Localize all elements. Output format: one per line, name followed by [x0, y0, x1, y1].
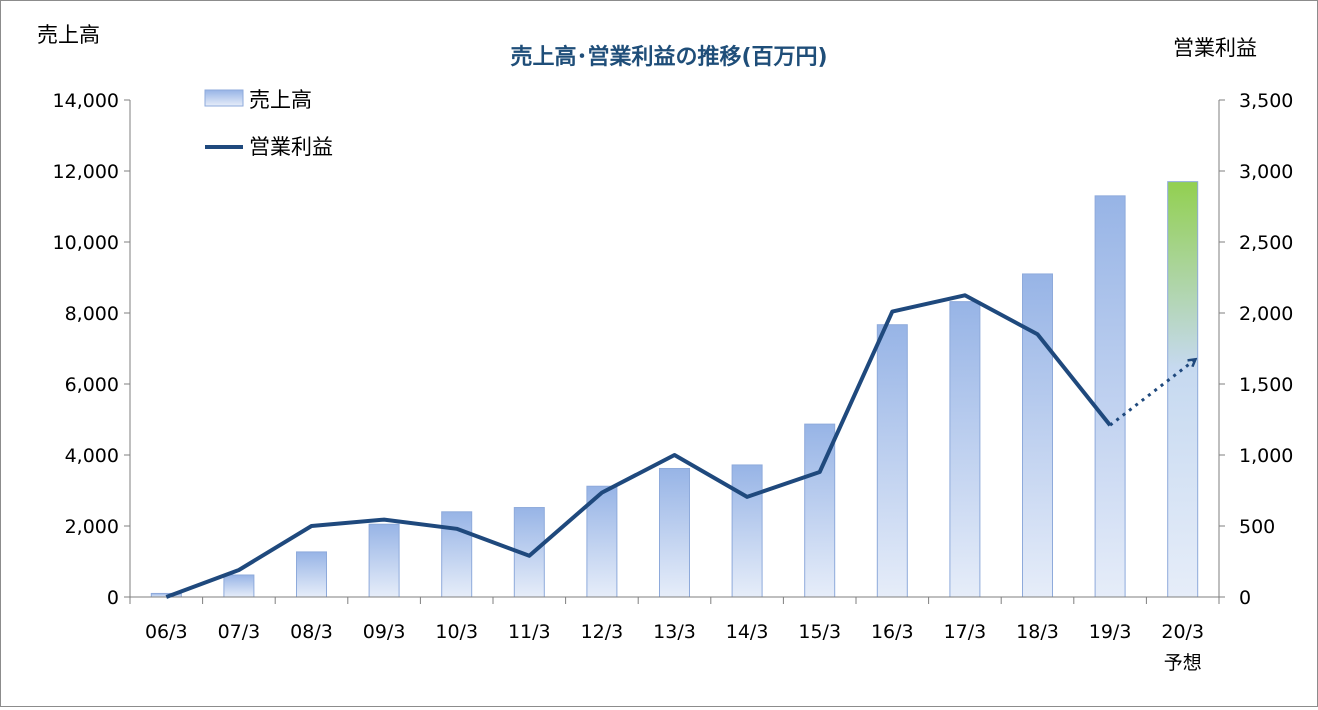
y-right-tick-label: 3,500: [1239, 90, 1293, 112]
bars-group: [150, 181, 1199, 598]
x-tick-label-16/3: 16/3: [871, 621, 914, 643]
sales-bar-19/3: [1094, 195, 1126, 598]
sales-bar-07/3: [223, 574, 255, 598]
x-tick-label-14/3: 14/3: [726, 621, 769, 643]
y-left-tick-label: 12,000: [53, 161, 119, 183]
y-left-tick-label: 8,000: [65, 303, 119, 325]
sales-bar-20/3: [1167, 181, 1199, 598]
x-tick-label-07/3: 07/3: [218, 621, 261, 643]
x-tick-label-forecast-note: 予想: [1164, 652, 1202, 674]
y-left-tick-label: 0: [107, 587, 119, 609]
y-right-tick-label: 2,500: [1239, 232, 1293, 254]
x-tick-label-18/3: 18/3: [1016, 621, 1059, 643]
x-tick-label-19/3: 19/3: [1089, 621, 1132, 643]
y-left-tick-label: 2,000: [65, 516, 119, 538]
profit-forecast-arrow: [1109, 360, 1195, 427]
y-right-tick-label: 3,000: [1239, 161, 1293, 183]
sales-bar-17/3: [949, 301, 981, 598]
y-left-axis-title: 売上高: [37, 23, 100, 47]
x-tick-label-15/3: 15/3: [798, 621, 841, 643]
line-group: [165, 293, 1195, 599]
legend: 売上高 営業利益: [204, 88, 333, 159]
x-tick-label-06/3: 06/3: [145, 621, 188, 643]
x-tick-label-09/3: 09/3: [363, 621, 406, 643]
sales-bar-08/3: [296, 551, 327, 598]
sales-bar-16/3: [876, 324, 908, 598]
x-tick-label-12/3: 12/3: [581, 621, 624, 643]
y-right-tick-label: 500: [1239, 516, 1275, 538]
x-tick-label-08/3: 08/3: [290, 621, 333, 643]
sales-bar-10/3: [441, 511, 473, 598]
y-left-tick-label: 10,000: [53, 232, 119, 254]
sales-bar-18/3: [1022, 273, 1053, 598]
x-tick-label-10/3: 10/3: [435, 621, 478, 643]
y-left-tick-label: 6,000: [65, 374, 119, 396]
x-tick-label-17/3: 17/3: [944, 621, 987, 643]
y-right-tick-label: 1,500: [1239, 374, 1293, 396]
chart-title: 売上高･営業利益の推移(百万円): [510, 44, 827, 70]
sales-bar-13/3: [659, 467, 690, 598]
legend-swatch-sales: [204, 89, 244, 107]
y-right-tick-label: 0: [1239, 587, 1251, 609]
left-tick-labels: 0 2,000 4,000 6,000 8,000 10,000 12,000 14,000: [53, 90, 119, 609]
x-tick-labels: 06/3 07/3 08/3 09/3 10/3 11/3 12/3 13/3 14/3 15/3…: [145, 621, 1204, 674]
y-right-tick-label: 2,000: [1239, 303, 1293, 325]
axes-group: [124, 99, 1225, 604]
x-tick-label-11/3: 11/3: [508, 621, 551, 643]
y-left-tick-label: 14,000: [53, 90, 119, 112]
y-right-axis-title: 営業利益: [1173, 36, 1257, 60]
x-tick-label-13/3: 13/3: [653, 621, 696, 643]
x-tick-label-20/3: 20/3: [1161, 621, 1204, 643]
right-tick-labels: 0 500 1,000 1,500 2,000 2,500 3,000 3,500: [1239, 90, 1293, 609]
sales-bar-14/3: [731, 464, 763, 598]
sales-bar-09/3: [368, 523, 400, 598]
legend-label-sales: 売上高: [249, 88, 312, 112]
operating-profit-line: [165, 293, 1112, 599]
y-right-tick-label: 1,000: [1239, 445, 1293, 467]
legend-label-profit: 営業利益: [249, 135, 333, 159]
y-left-tick-label: 4,000: [65, 445, 119, 467]
